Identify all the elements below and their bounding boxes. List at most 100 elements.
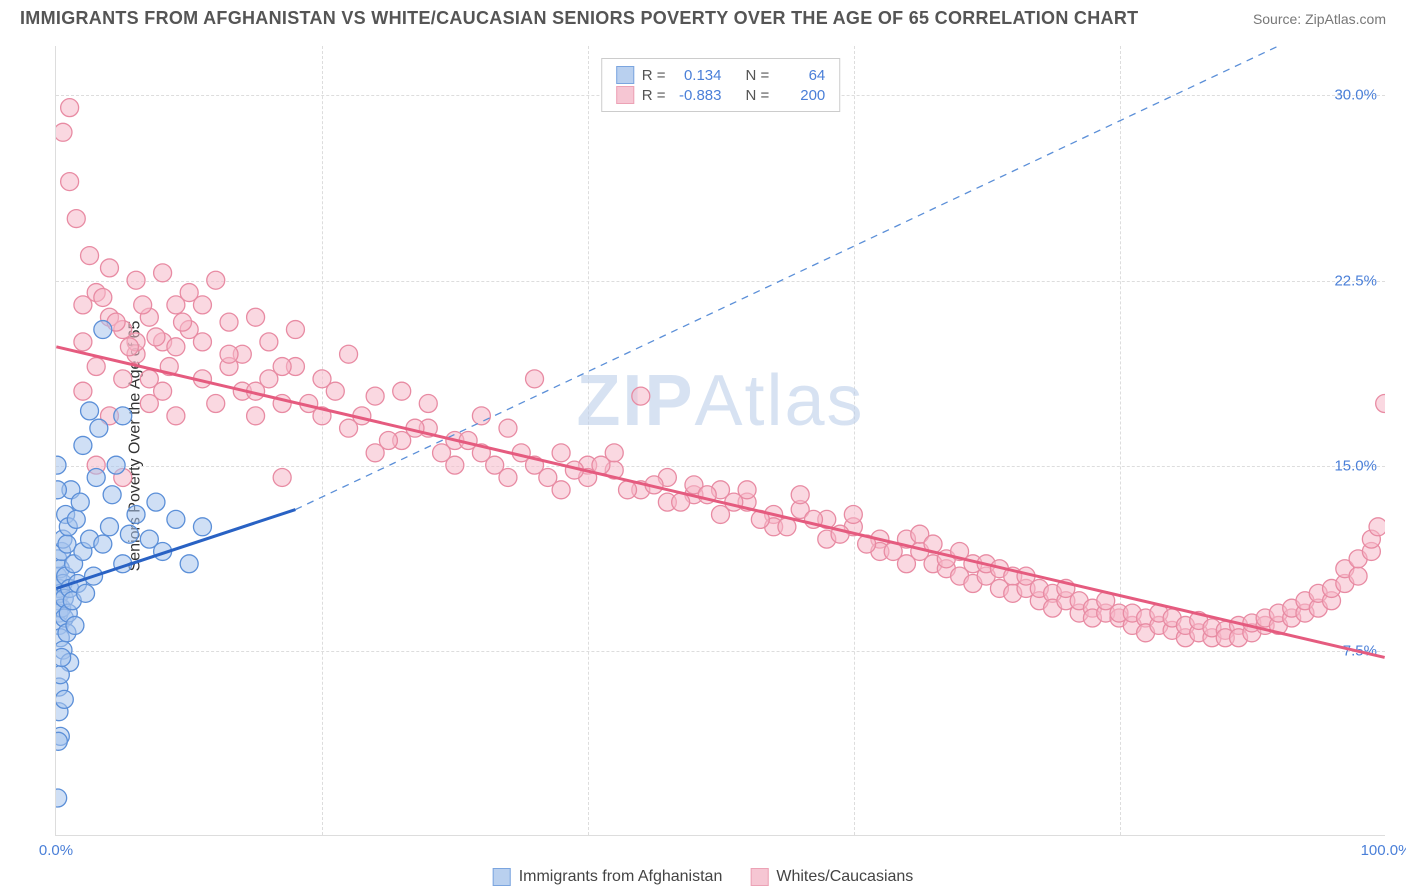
x-tick-label: 100.0% <box>1361 842 1406 859</box>
scatter-point <box>672 493 690 511</box>
scatter-point <box>81 247 99 265</box>
scatter-point <box>379 432 397 450</box>
scatter-point <box>1349 567 1367 585</box>
scatter-point <box>247 308 265 326</box>
scatter-point <box>56 123 72 141</box>
scatter-point <box>167 338 185 356</box>
legend-item-afghanistan: Immigrants from Afghanistan <box>493 868 723 886</box>
scatter-point <box>120 338 138 356</box>
scatter-point <box>220 313 238 331</box>
scatter-point <box>632 387 650 405</box>
legend-stats-box: R = 0.134 N = 64 R = -0.883 N = 200 <box>601 58 841 112</box>
scatter-point <box>147 328 165 346</box>
scatter-point <box>103 486 121 504</box>
scatter-point <box>167 407 185 425</box>
source-label: Source: ZipAtlas.com <box>1253 11 1386 27</box>
scatter-point <box>61 173 79 191</box>
chart-plot-area: ZIPAtlas R = 0.134 N = 64 R = -0.883 N =… <box>55 46 1385 836</box>
legend-swatch-pink-icon <box>750 868 768 886</box>
scatter-point <box>844 505 862 523</box>
title-bar: IMMIGRANTS FROM AFGHANISTAN VS WHITE/CAU… <box>0 0 1406 33</box>
scatter-point <box>94 321 112 339</box>
legend-stats-row-1: R = 0.134 N = 64 <box>616 65 826 85</box>
legend-swatch-blue <box>616 66 634 84</box>
scatter-point <box>273 468 291 486</box>
scatter-point <box>74 333 92 351</box>
scatter-point <box>154 382 172 400</box>
scatter-point <box>127 271 145 289</box>
scatter-point <box>167 510 185 528</box>
scatter-point <box>791 486 809 504</box>
trend-line <box>56 347 1384 658</box>
scatter-point <box>552 444 570 462</box>
scatter-point <box>207 395 225 413</box>
scatter-point <box>74 436 92 454</box>
scatter-point <box>67 510 85 528</box>
scatter-point <box>167 296 185 314</box>
scatter-point <box>193 518 211 536</box>
scatter-point <box>127 505 145 523</box>
scatter-point <box>433 444 451 462</box>
scatter-point <box>193 333 211 351</box>
scatter-point <box>340 345 358 363</box>
scatter-point <box>81 402 99 420</box>
scatter-point <box>94 289 112 307</box>
scatter-point <box>1376 395 1385 413</box>
scatter-point <box>100 518 118 536</box>
scatter-point <box>526 370 544 388</box>
scatter-point <box>260 333 278 351</box>
scatter-point <box>725 493 743 511</box>
scatter-point <box>147 493 165 511</box>
scatter-point <box>77 584 95 602</box>
scatter-point <box>94 535 112 553</box>
scatter-point <box>58 535 76 553</box>
scatter-point <box>71 493 89 511</box>
scatter-point <box>273 358 291 376</box>
scatter-point <box>56 666 69 684</box>
scatter-point <box>67 210 85 228</box>
scatter-point <box>56 648 71 666</box>
scatter-point <box>174 313 192 331</box>
scatter-point <box>66 616 84 634</box>
legend-bottom: Immigrants from Afghanistan Whites/Cauca… <box>493 868 914 886</box>
scatter-point <box>326 382 344 400</box>
scatter-point <box>56 690 73 708</box>
scatter-point <box>100 259 118 277</box>
scatter-point <box>539 468 557 486</box>
trend-line-dashed <box>295 46 1278 510</box>
legend-item-whites: Whites/Caucasians <box>750 868 913 886</box>
scatter-point <box>120 525 138 543</box>
scatter-point <box>393 382 411 400</box>
scatter-point <box>419 395 437 413</box>
scatter-point <box>134 296 152 314</box>
legend-swatch-pink <box>616 86 634 104</box>
scatter-point <box>486 456 504 474</box>
scatter-point <box>61 99 79 117</box>
scatter-point <box>87 468 105 486</box>
scatter-point <box>286 321 304 339</box>
scatter-point <box>114 407 132 425</box>
scatter-point <box>472 407 490 425</box>
chart-title: IMMIGRANTS FROM AFGHANISTAN VS WHITE/CAU… <box>20 8 1138 29</box>
scatter-point <box>207 271 225 289</box>
scatter-point <box>74 382 92 400</box>
scatter-point <box>90 419 108 437</box>
scatter-point <box>220 345 238 363</box>
x-tick-label: 0.0% <box>39 842 73 859</box>
scatter-point <box>1369 518 1385 536</box>
scatter-point <box>619 481 637 499</box>
scatter-point <box>56 456 66 474</box>
scatter-point <box>193 296 211 314</box>
legend-swatch-blue-icon <box>493 868 511 886</box>
scatter-point <box>154 264 172 282</box>
scatter-point <box>180 555 198 573</box>
scatter-point <box>107 456 125 474</box>
scatter-point <box>247 407 265 425</box>
legend-stats-row-2: R = -0.883 N = 200 <box>616 85 826 105</box>
scatter-plot-svg <box>56 46 1385 835</box>
scatter-point <box>87 358 105 376</box>
scatter-point <box>499 419 517 437</box>
scatter-point <box>366 387 384 405</box>
scatter-point <box>56 789 67 807</box>
scatter-point <box>114 370 132 388</box>
